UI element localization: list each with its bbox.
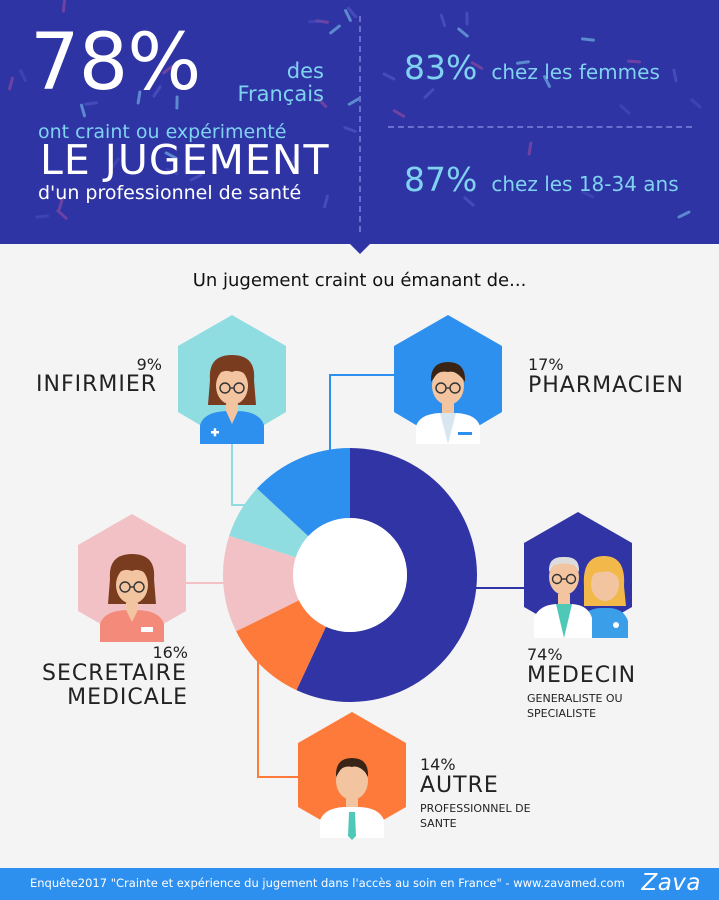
donut-slice-infirmier xyxy=(229,488,309,558)
medecin-sub-1: GENERALISTE OU xyxy=(527,692,623,706)
stat-women: 83% chez les femmes xyxy=(404,48,660,87)
connector-pharmacien xyxy=(329,374,394,455)
headline-line1: ont craint ou expérimenté xyxy=(38,121,287,143)
secretary-icon xyxy=(78,514,186,642)
stat-young-pct: 87% xyxy=(404,160,478,199)
stat-young: 87% chez les 18-34 ans xyxy=(404,160,679,199)
secretaire-name-2: MEDICALE xyxy=(67,685,188,711)
medecin-sub-2: SPECIALISTE xyxy=(527,707,597,721)
label-pharmacien: 17% PHARMACIEN xyxy=(528,355,684,398)
connector-lines xyxy=(186,374,524,778)
chart-area xyxy=(78,315,632,840)
donut-slice-pharmacien xyxy=(257,448,350,537)
stat-women-pct: 83% xyxy=(404,48,478,87)
headline-line3: d'un professionnel de santé xyxy=(38,182,302,204)
francais-text: Français xyxy=(237,82,324,107)
header-banner: 78% des Français ont craint ou expérimen… xyxy=(0,0,719,244)
vertical-divider xyxy=(359,16,361,232)
label-autre: 14% AUTRE PROFESSIONNEL DE SANTE xyxy=(420,755,531,832)
header-pointer xyxy=(349,243,371,254)
horizontal-divider xyxy=(388,126,692,128)
donut-slice-medecin xyxy=(296,448,477,702)
donut-slice-secretaire-medicale xyxy=(222,535,299,632)
label-infirmier: 9% xyxy=(90,355,162,374)
label-infirmier-name: INFIRMIER xyxy=(36,372,158,397)
professional-icon xyxy=(298,712,406,840)
secretaire-name-1: SECRETAIRE xyxy=(42,661,187,686)
autre-pct: 14% xyxy=(420,755,456,774)
nurse-icon xyxy=(178,315,286,444)
donut-chart xyxy=(222,448,477,702)
confetti-dash xyxy=(95,37,109,40)
brand-logo: Zava xyxy=(641,870,701,896)
autre-name: AUTRE xyxy=(420,773,499,798)
footer-bar: Enquête2017 "Crainte et expérience du ju… xyxy=(0,868,719,900)
pharmacien-name: PHARMACIEN xyxy=(528,373,684,398)
headline-percent: 78% xyxy=(30,18,201,108)
stat-women-text: chez les femmes xyxy=(491,60,660,84)
doctors-icon xyxy=(524,512,632,638)
label-secretaire: 16% SECRETAIRE MEDICALE xyxy=(42,643,188,710)
autre-sub-1: PROFESSIONNEL DE xyxy=(420,802,531,816)
infirmier-pct: 9% xyxy=(136,355,162,374)
autre-sub-2: SANTE xyxy=(420,817,457,831)
medecin-name: MEDECIN xyxy=(527,663,637,688)
headline-des: des Français xyxy=(226,59,324,107)
chart-subtitle: Un jugement craint ou émanant de... xyxy=(192,270,527,291)
donut-slice-autre xyxy=(236,600,326,691)
medecin-pct: 74% xyxy=(527,645,563,664)
des-text: des xyxy=(286,59,324,83)
stat-young-text: chez les 18-34 ans xyxy=(491,172,679,196)
headline-line2: LE JUGEMENT xyxy=(40,136,330,184)
pharmacien-pct: 17% xyxy=(528,355,564,374)
infirmier-name: INFIRMIER xyxy=(36,372,158,397)
connector-autre xyxy=(257,640,298,778)
pharmacist-icon xyxy=(394,315,502,444)
connector-infirmier xyxy=(231,444,245,506)
donut-hole xyxy=(293,518,407,632)
footer-source: Enquête2017 "Crainte et expérience du ju… xyxy=(30,876,625,890)
secretaire-pct: 16% xyxy=(152,643,188,662)
label-medecin: 74% MEDECIN GENERALISTE OU SPECIALISTE xyxy=(527,645,636,722)
